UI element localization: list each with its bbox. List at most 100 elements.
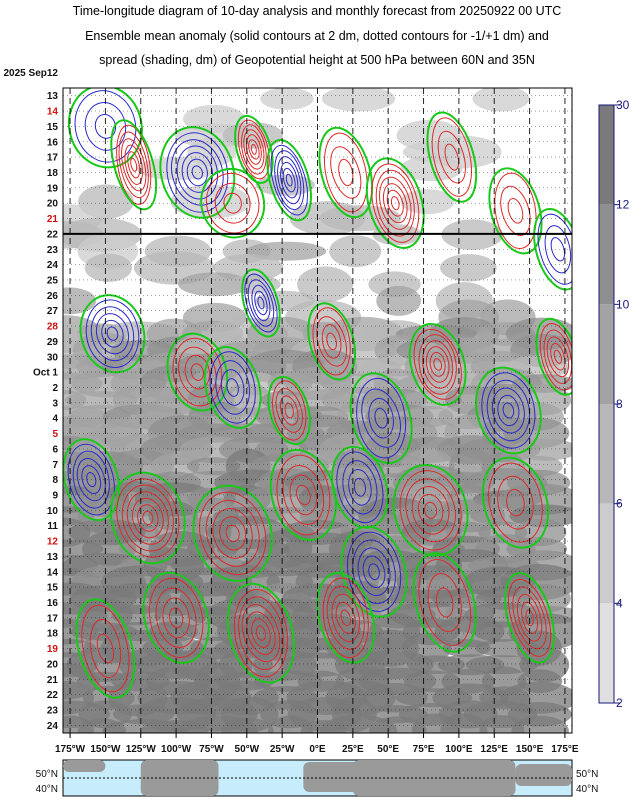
spread-blob: [84, 253, 132, 282]
anomaly-contour: [226, 378, 239, 397]
anomaly-contour: [282, 464, 325, 525]
x-axis-longitude-label: 125°W: [126, 744, 157, 755]
anomaly-contour: [550, 343, 566, 371]
anomaly-contour: [251, 618, 271, 648]
spread-blob: [376, 285, 421, 316]
spread-blob: [440, 254, 497, 282]
y-axis-date-label: 2: [52, 383, 58, 394]
y-axis-date-label: 14: [47, 107, 59, 118]
anomaly-contour: [255, 625, 266, 641]
spread-blob: [465, 655, 539, 675]
map-land: [63, 760, 572, 796]
zero-contour: [110, 119, 158, 211]
anomaly-contour: [348, 468, 372, 506]
anomaly-contour: [368, 563, 380, 581]
zero-contour: [426, 111, 478, 203]
anomaly-contour: [277, 156, 302, 205]
map-right-latitude-label: 50°N: [576, 769, 598, 780]
zero-contour: [266, 138, 312, 222]
anomaly-contour: [106, 326, 119, 341]
zero-contour: [192, 484, 273, 582]
anomaly-contour: [507, 578, 552, 657]
zero-contour: [234, 114, 274, 184]
zero-contour: [79, 294, 146, 374]
anomaly-contour: [390, 196, 400, 211]
spread-blob: [170, 184, 251, 219]
y-axis-date-label: 21: [47, 214, 59, 225]
y-axis-date-label: 19: [47, 644, 59, 655]
x-axis-longitude-label: 50°W: [235, 744, 260, 755]
anomaly-contour: [553, 349, 563, 364]
anomaly-contour: [181, 152, 213, 193]
colorbar-segment: [599, 603, 614, 703]
anomaly-contour: [411, 486, 450, 535]
anomaly-contour: [295, 484, 311, 506]
spread-blob: [260, 88, 314, 110]
anomaly-contour: [371, 163, 420, 243]
anomaly-contour: [276, 454, 331, 536]
anomaly-contour: [178, 346, 217, 398]
anomaly-contour: [353, 477, 367, 497]
anomaly-contour: [500, 185, 531, 236]
zero-contour: [200, 167, 266, 239]
anomaly-contour: [212, 507, 253, 559]
anomaly-contour: [543, 329, 572, 384]
y-axis-date-label: 23: [47, 705, 59, 716]
anomaly-contour: [205, 172, 260, 234]
map-landmass: [352, 760, 516, 796]
anomaly-contour: [76, 458, 106, 502]
y-axis-labels: 2025 Sep12131415161718192021222324252627…: [4, 68, 59, 732]
spread-blob: [511, 715, 569, 733]
y-axis-date-label: 9: [52, 490, 58, 501]
anomaly-contour: [101, 319, 124, 348]
anomaly-contour: [507, 198, 524, 224]
anomaly-contour: [424, 501, 438, 519]
x-axis-longitude-label: 175°E: [551, 744, 579, 755]
anomaly-contour: [356, 377, 407, 459]
colorbar-tick-label: 2: [616, 696, 623, 710]
zero-contour: [203, 346, 262, 429]
y-axis-date-label: 19: [47, 183, 59, 194]
zero-contour: [340, 525, 408, 618]
y-axis-date-label: 20: [47, 659, 59, 670]
anomaly-contour: [172, 337, 223, 407]
spread-blob: [440, 713, 488, 733]
colorbar-tick-label: 12: [616, 198, 630, 212]
zero-contour: [166, 332, 229, 412]
zero-contour: [63, 438, 121, 522]
y-axis-date-label: 25: [47, 275, 59, 286]
anomaly-contour: [361, 388, 401, 448]
y-axis-date-label: 14: [47, 567, 59, 578]
spread-blob: [329, 235, 382, 268]
colorbar-segment: [599, 503, 614, 604]
y-axis-date-label: 3: [52, 398, 58, 409]
anomaly-contour: [357, 547, 391, 597]
zero-contour: [408, 322, 467, 406]
spread-blob: [297, 266, 354, 303]
anomaly-contour: [118, 131, 149, 199]
y-axis-date-label: 16: [47, 598, 59, 609]
anomaly-contour: [322, 577, 369, 659]
anomaly-contour: [285, 173, 293, 187]
anomaly-contour: [251, 284, 271, 322]
anomaly-contour: [336, 451, 384, 524]
zero-contour: [316, 572, 376, 664]
anomaly-contour: [330, 146, 362, 199]
anomaly-contour: [422, 340, 454, 389]
x-axis-longitude-label: 100°W: [161, 744, 192, 755]
anomaly-contour: [374, 407, 388, 429]
colorbar-tick-label: 10: [616, 297, 630, 311]
anomaly-contour: [544, 225, 572, 274]
anomaly-contour: [497, 394, 520, 427]
anomaly-contour: [550, 237, 566, 262]
anomaly-contour: [413, 328, 462, 400]
y-axis-date-label: 10: [47, 506, 59, 517]
anomaly-contour: [488, 462, 543, 543]
colorbar-segment: [599, 304, 614, 404]
x-axis-longitude-label: 75°W: [199, 744, 224, 755]
anomaly-contour: [324, 132, 368, 213]
x-axis-longitude-label: 125°E: [481, 744, 509, 755]
anomaly-contour: [84, 102, 127, 151]
anomaly-contour: [81, 465, 102, 495]
y-axis-date-label: 28: [47, 322, 59, 333]
